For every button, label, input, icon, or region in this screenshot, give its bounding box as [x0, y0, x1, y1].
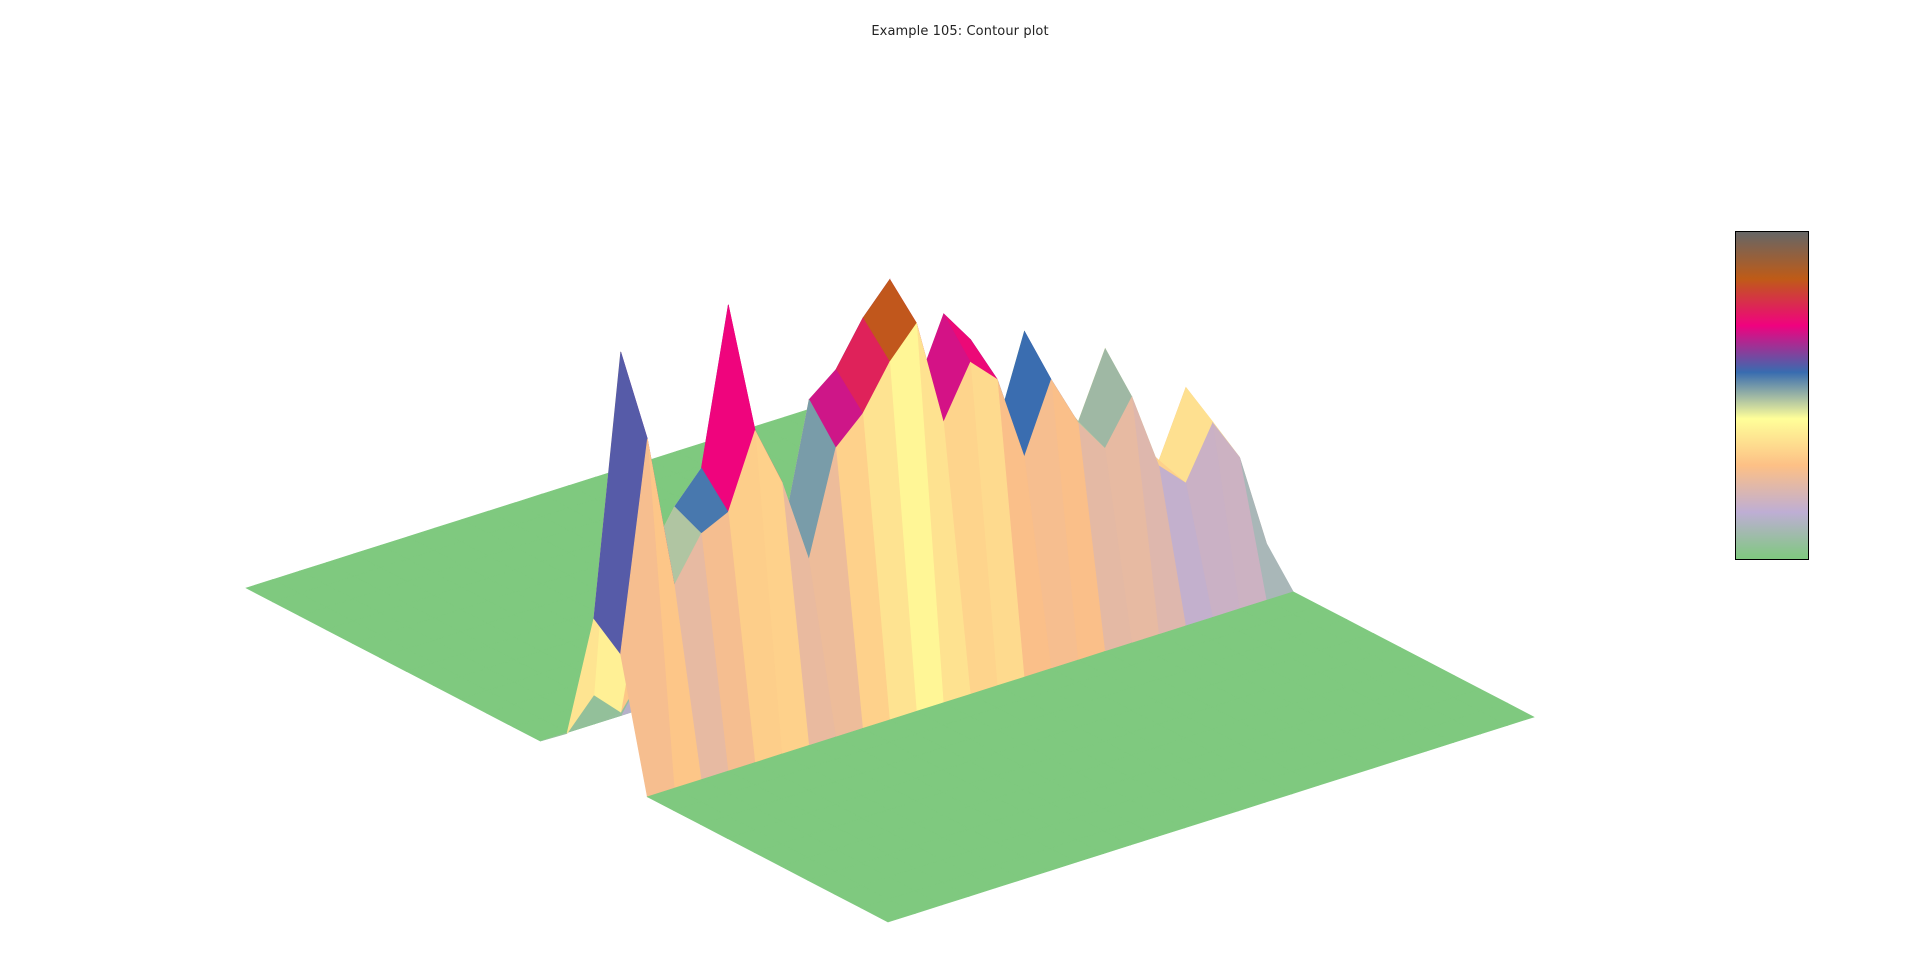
- surface-patch: [860, 899, 916, 923]
- colorbar: [1735, 231, 1809, 560]
- chart-title: Example 105: Contour plot: [871, 24, 1049, 39]
